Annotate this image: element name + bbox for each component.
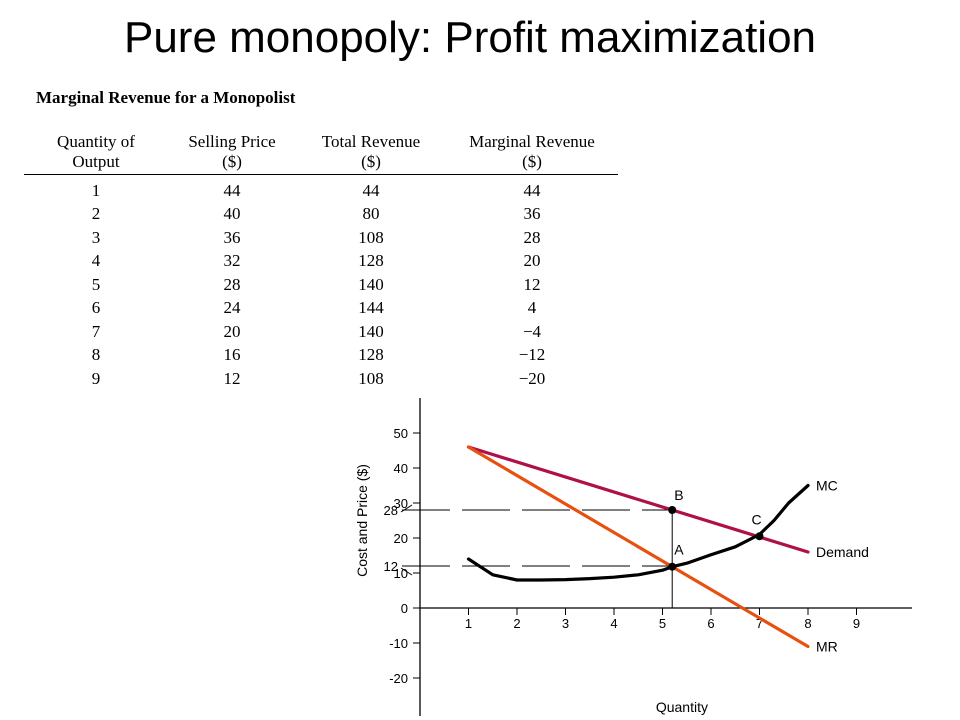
cell-marginal-revenue: 28 (523, 227, 541, 247)
leader-line-28 (400, 504, 413, 513)
header-total-revenue-line1: Total Revenue (321, 132, 421, 151)
header-total-revenue: Total Revenue ($) (296, 132, 446, 175)
x-tick-label: 3 (562, 616, 569, 631)
cell-marginal-revenue: 20 (523, 251, 541, 271)
marginal-revenue-table: Quantity of Output Selling Price ($) Tot… (24, 132, 618, 391)
extra-y-label-28: 28 (384, 503, 398, 518)
x-axis-title: Quantity (656, 699, 708, 715)
point-c-label: C (752, 511, 762, 527)
header-marginal-revenue-line1: Marginal Revenue (469, 132, 595, 151)
cell-total-revenue: 144 (358, 298, 384, 318)
y-tick-label: 0 (401, 601, 408, 616)
header-selling-price-line2: ($) (222, 152, 242, 171)
cell-marginal-revenue: −4 (522, 321, 542, 341)
y-tick-label: -10 (389, 636, 408, 651)
table-row: 5 28 140 12 (24, 273, 618, 297)
table-row: 2 40 80 36 (24, 203, 618, 227)
leader-line-12 (400, 567, 413, 576)
table-header-row: Quantity of Output Selling Price ($) Tot… (24, 132, 618, 175)
point-c-marker (755, 532, 764, 541)
x-tick-label: 7 (756, 616, 763, 631)
table-row: 7 20 140 −4 (24, 320, 618, 344)
cell-marginal-revenue: 12 (523, 274, 541, 294)
cell-quantity: 9 (91, 368, 101, 388)
cell-quantity: 1 (91, 180, 101, 200)
x-tick-label: 5 (659, 616, 666, 631)
extra-y-label-12: 12 (384, 559, 398, 574)
point-b-marker (668, 506, 677, 514)
cell-quantity: 5 (91, 274, 101, 294)
cell-price: 16 (223, 345, 241, 365)
series-label-mr: MR (816, 639, 838, 655)
cell-total-revenue: 80 (362, 204, 380, 224)
table-row: 3 36 108 28 (24, 226, 618, 250)
x-tick-label: 4 (610, 616, 617, 631)
point-b-label: B (674, 487, 683, 503)
y-axis-title: Cost and Price ($) (354, 464, 370, 577)
cell-marginal-revenue: 4 (527, 298, 537, 318)
x-tick-label: 2 (513, 616, 520, 631)
cell-marginal-revenue: 44 (523, 180, 541, 200)
table-row: 6 24 144 4 (24, 297, 618, 321)
x-tick-label: 6 (707, 616, 714, 631)
cell-total-revenue: 108 (358, 227, 384, 247)
cell-price: 36 (223, 227, 241, 247)
cell-total-revenue: 128 (358, 345, 384, 365)
cell-quantity: 2 (91, 204, 101, 224)
y-tick-label: 40 (394, 461, 408, 476)
header-marginal-revenue: Marginal Revenue ($) (446, 132, 618, 175)
series-label-mc: MC (816, 478, 838, 494)
header-marginal-revenue-line2: ($) (522, 152, 542, 171)
cell-marginal-revenue: 36 (523, 204, 541, 224)
header-quantity-line1: Quantity of (57, 132, 135, 151)
table-row: 9 12 108 −20 (24, 367, 618, 391)
cell-marginal-revenue: −20 (518, 368, 546, 388)
header-quantity-line2: Output (72, 152, 120, 171)
point-a-marker (668, 562, 677, 571)
cell-price: 28 (223, 274, 241, 294)
y-tick-label: 50 (394, 426, 408, 441)
cell-total-revenue: 128 (358, 251, 384, 271)
y-tick-label: 20 (394, 531, 408, 546)
header-quantity: Quantity of Output (24, 132, 168, 175)
header-selling-price: Selling Price ($) (168, 132, 296, 175)
x-tick-label: 1 (465, 616, 472, 631)
table-row: 8 16 128 −12 (24, 344, 618, 368)
cell-price: 20 (223, 321, 241, 341)
series-line-demand (466, 445, 810, 554)
cell-price: 32 (223, 251, 241, 271)
cell-total-revenue: 108 (358, 368, 384, 388)
cell-quantity: 8 (91, 345, 101, 365)
cell-price: 24 (223, 298, 241, 318)
cell-quantity: 7 (91, 321, 101, 341)
table-row: 1 44 44 44 (24, 175, 618, 203)
series-line-mc (466, 483, 810, 582)
cell-marginal-revenue: −12 (518, 345, 546, 365)
cell-quantity: 4 (91, 251, 101, 271)
series-line-mr (466, 445, 810, 649)
series-label-demand: Demand (816, 544, 869, 560)
table-row: 4 32 128 20 (24, 250, 618, 274)
cell-total-revenue: 140 (358, 274, 384, 294)
y-tick-label: 30 (394, 496, 408, 511)
cell-quantity: 3 (91, 227, 101, 247)
cell-price: 44 (223, 180, 241, 200)
x-tick-label: 8 (804, 616, 811, 631)
cell-price: 40 (223, 204, 241, 224)
y-tick-label: -20 (389, 671, 408, 686)
header-total-revenue-line2: ($) (361, 152, 381, 171)
header-selling-price-line1: Selling Price (188, 132, 276, 151)
table-title: Marginal Revenue for a Monopolist (36, 88, 296, 107)
cell-price: 12 (223, 368, 241, 388)
point-a-label: A (674, 542, 684, 558)
x-tick-label: 9 (853, 616, 860, 631)
cell-quantity: 6 (91, 298, 101, 318)
cell-total-revenue: 140 (358, 321, 384, 341)
slide-title: Pure monopoly: Profit maximization (123, 13, 817, 62)
cell-total-revenue: 44 (362, 180, 380, 200)
